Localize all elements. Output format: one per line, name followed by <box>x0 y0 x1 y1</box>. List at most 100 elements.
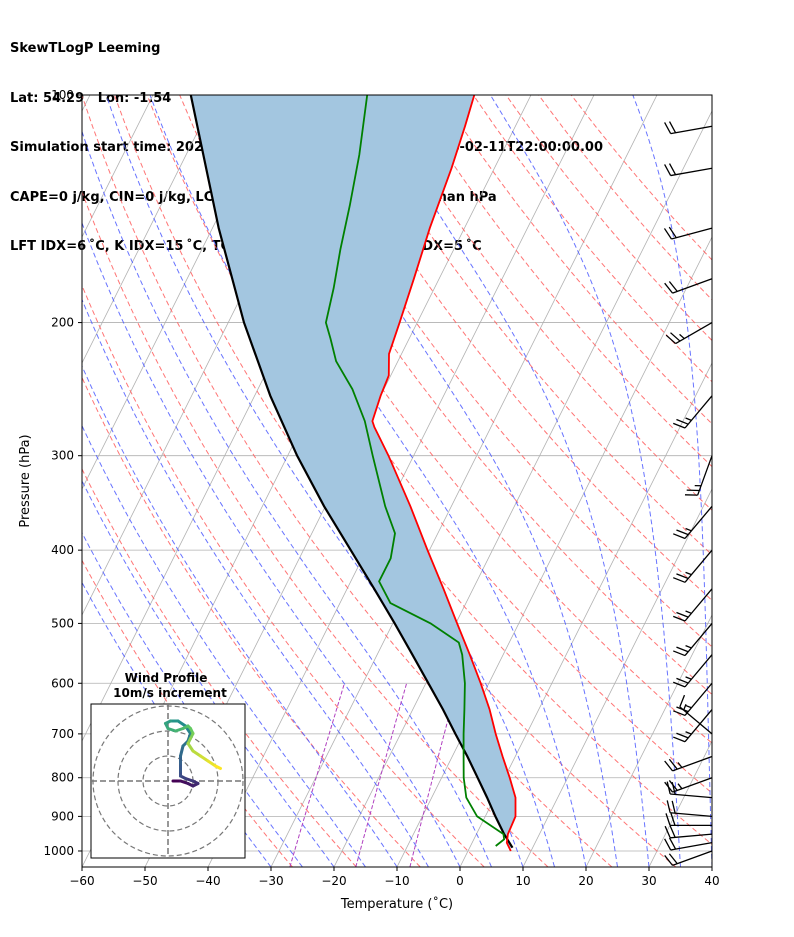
background-lines <box>82 95 712 867</box>
wind-barb-flag <box>664 838 672 851</box>
wind-barb-half-flag <box>685 644 692 649</box>
y-tick-label: 700 <box>51 727 74 741</box>
hodograph-segment <box>186 742 195 753</box>
wind-barb-staff <box>672 777 713 793</box>
wind-barb-flag <box>664 760 674 772</box>
dry-adiabat <box>82 95 613 867</box>
wind-barb-staff <box>684 505 713 539</box>
wind-barb-flag <box>676 573 689 580</box>
wind-barb-flag <box>668 281 678 292</box>
wind-barb-flag <box>668 121 677 134</box>
wind-barb-staff <box>684 549 713 583</box>
wind-barb <box>684 455 713 496</box>
moist-adiabat <box>82 221 461 867</box>
dewpoint-profile-line <box>324 95 506 847</box>
wind-barb <box>664 837 713 851</box>
wind-barb-flag <box>676 732 689 739</box>
x-tick-label: −50 <box>132 874 157 888</box>
dry-adiabat <box>505 95 712 342</box>
wind-barb-flag <box>670 332 681 342</box>
wind-barb-flag <box>673 650 686 657</box>
wind-barb-half-flag <box>685 704 692 709</box>
wind-barb <box>664 163 713 177</box>
x-axis-label: Temperature (˚C) <box>340 896 453 912</box>
wind-barb-flag <box>665 813 671 826</box>
wind-barb-staff <box>672 278 713 294</box>
wind-barb-flag <box>673 681 686 688</box>
hodograph-segment <box>214 764 222 770</box>
y-tick-label: 500 <box>51 616 74 630</box>
wind-barb-flag <box>673 422 686 429</box>
wind-barb-flag <box>676 646 689 653</box>
mixing-ratio-line <box>355 683 408 867</box>
y-tick-label: 200 <box>51 316 74 330</box>
wind-barb <box>664 850 713 866</box>
wind-barb-flag <box>671 800 676 814</box>
wind-barb-half-flag <box>685 527 692 532</box>
wind-barb-staff <box>697 455 713 496</box>
wind-barb-staff <box>684 395 713 429</box>
x-tick-label: −30 <box>258 874 283 888</box>
wind-barb-half-flag <box>677 762 683 768</box>
wind-barb <box>673 588 713 622</box>
wind-barb <box>665 813 712 827</box>
wind-barb <box>664 777 713 793</box>
wind-barb-flag <box>676 706 689 713</box>
wind-barb-staff <box>671 227 713 240</box>
wind-barb-flag <box>676 529 689 536</box>
wind-barb-flag <box>668 853 678 865</box>
y-tick-label: 100 <box>51 88 74 102</box>
wind-barb-staff <box>670 842 713 851</box>
wind-barb-flag <box>668 226 677 239</box>
wind-barb-flag <box>673 577 686 583</box>
y-axis-label: Pressure (hPa) <box>18 434 33 527</box>
moist-adiabat <box>82 130 492 867</box>
moist-adiabat <box>82 531 303 867</box>
wind-barb-flag <box>665 334 677 345</box>
y-tick-label: 300 <box>51 449 74 463</box>
dry-adiabat <box>82 190 549 867</box>
wind-barb-flag <box>664 282 674 294</box>
wind-barb <box>665 322 713 345</box>
wind-barb <box>673 622 713 657</box>
y-tick-label: 600 <box>51 676 74 690</box>
dry-adiabat <box>82 467 357 867</box>
wind-barb <box>673 709 713 743</box>
y-tick-label: 400 <box>51 543 74 557</box>
wind-barb-flag <box>664 122 672 134</box>
x-tick-label: −10 <box>384 874 409 888</box>
wind-barb-flag <box>668 780 678 791</box>
isotherm-line <box>711 866 712 867</box>
wind-barb <box>673 395 713 429</box>
wind-barb-flag <box>668 837 677 850</box>
wind-barb-flag <box>676 611 689 618</box>
x-tick-label: −40 <box>195 874 220 888</box>
hodograph-segment <box>199 754 210 763</box>
parcel-profile-line <box>189 95 514 849</box>
inset-title: Wind Profile <box>125 671 208 685</box>
temperature-profile-line <box>371 95 517 852</box>
dry-adiabat <box>570 95 712 261</box>
moist-adiabat <box>82 424 366 867</box>
wind-barb-flag <box>676 677 689 684</box>
wind-barb-staff <box>684 654 713 688</box>
wind-barb-flag <box>673 710 686 717</box>
wind-barb-flag <box>673 615 686 622</box>
isotherm-line <box>82 95 91 112</box>
mixing-ratio-line <box>289 683 345 867</box>
wind-barb-flag <box>670 813 676 826</box>
wind-barb-half-flag <box>683 703 687 711</box>
wind-barb-half-flag <box>685 417 692 421</box>
isotherm-line <box>522 488 712 867</box>
wind-barb <box>666 781 713 799</box>
wind-barb <box>673 505 713 540</box>
wind-barb-staff <box>679 706 713 735</box>
mixing-ratio-line <box>409 683 459 867</box>
dry-adiabat <box>374 95 712 511</box>
cin-shading <box>190 95 516 848</box>
profiles <box>189 95 517 852</box>
isotherm-line <box>459 362 712 867</box>
wind-barb-half-flag <box>685 731 692 735</box>
